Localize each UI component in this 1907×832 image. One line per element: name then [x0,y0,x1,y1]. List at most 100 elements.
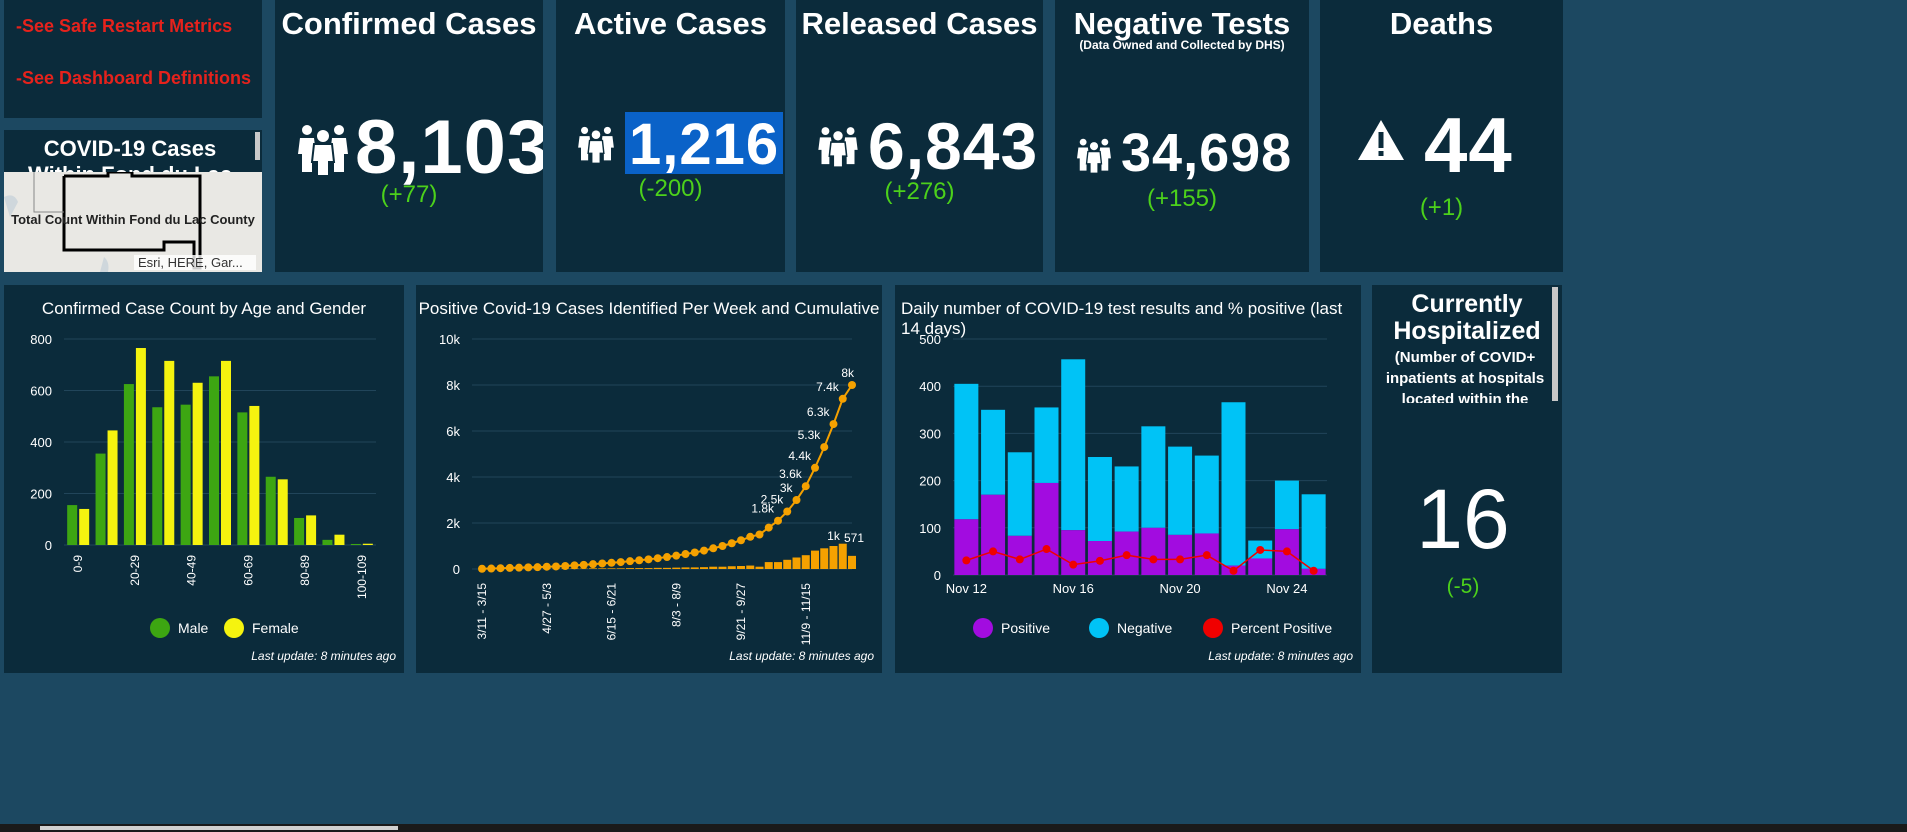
cumulative-point [570,561,579,570]
y-tick-label: 10k [439,332,460,347]
bar-female [306,515,317,545]
weekly-cumulative-chart-panel: Positive Covid-19 Cases Identified Per W… [416,285,882,673]
negative-value: 34,698 [1121,123,1293,183]
cumulative-point [653,554,662,563]
cumulative-point [709,544,718,553]
county-outline [4,172,202,272]
percent-swatch [1203,618,1223,638]
legend-female[interactable]: Female [224,618,299,638]
people-icon [578,126,614,164]
released-delta: (+276) [884,178,955,205]
male-swatch [150,618,170,638]
cumulative-point [616,558,625,567]
negative-bar [1141,426,1166,528]
percent-positive-point [1015,555,1024,564]
y-tick-label: 200 [30,487,52,502]
weekly-bar [616,568,625,569]
x-tick-label: 40-49 [185,555,199,586]
legend-male[interactable]: Male [150,618,208,638]
weekly-bar [681,567,690,569]
x-tick-label: 11/9 - 11/15 [799,583,813,646]
positive-bar [981,494,1006,575]
cumulative-point [783,507,792,516]
age-gender-chart[interactable]: 0 200 400 600 800 0-9 20-29 40-49 60-69 80-89 100-… [4,325,404,655]
hospitalized-delta: (-5) [1446,575,1480,598]
percent-positive-point [1229,566,1238,575]
bar-female [107,430,118,545]
hospitalized-scrollbar[interactable] [1552,287,1558,401]
x-tick-label: 80-89 [298,555,312,586]
weekly-bar [709,566,718,569]
daily-tests-chart[interactable]: 0 100 200 300 400 500 Nov 12 Nov 16 Nov 20 Nov 24 [895,325,1361,655]
female-swatch [224,618,244,638]
map-scrollbar[interactable] [255,132,260,160]
negative-bar [1061,359,1086,531]
weekly-bar [727,566,736,569]
cumulative-point [700,546,708,555]
cumulative-point [792,496,801,504]
legend-male-label: Male [178,620,209,636]
links-panel: -See Safe Restart Metrics -See Dashboard… [4,0,262,118]
cumulative-point [681,550,690,559]
people-icon [818,127,858,168]
definitions-link[interactable]: -See Dashboard Definitions [16,68,252,88]
point-label: 5.3k [798,428,822,442]
cumulative-point [690,548,699,557]
last-update: Last update: 8 minutes ago [729,649,874,663]
cumulative-point [515,563,523,572]
point-label: 571 [844,531,864,545]
bar-female [135,348,146,545]
negative-bar [1221,402,1246,566]
percent-positive-point [1282,547,1291,556]
weekly-bar [783,559,792,569]
y-tick-label: 0 [934,568,941,583]
window-scrollbar[interactable] [0,824,1907,832]
weekly-bar [598,568,607,569]
weekly-cumulative-chart[interactable]: 02k4k6k8k10k8k7.4k6.3k5.3k4.4k3.6k3k2.5k… [416,325,882,665]
positive-bar [954,519,979,575]
bar-female [192,382,203,545]
map-panel: COVID-19 Cases Within Fond du Lac County… [4,130,262,272]
y-tick-label: 2k [446,516,460,531]
cumulative-point [496,564,505,573]
x-tick-label: 3/11 - 3/15 [475,583,489,640]
x-tick-label: 9/21 - 9/27 [734,583,748,641]
cumulative-point [829,420,838,429]
weekly-bar [801,555,810,569]
bar-female [221,360,231,545]
percent-positive-point [1309,566,1318,575]
negative-subtitle: (Data Owned and Collected by DHS) [1079,38,1285,52]
positive-bar [1034,482,1059,575]
percent-positive-point [1202,551,1211,560]
weekly-bar [653,567,662,569]
weekly-chart-title: Positive Covid-19 Cases Identified Per W… [418,299,880,318]
legend-negative[interactable]: Negative [1089,618,1172,638]
legend-positive[interactable]: Positive [973,618,1050,638]
safe-restart-link[interactable]: -See Safe Restart Metrics [16,16,233,36]
weekly-bar [663,567,671,569]
age-gender-chart-panel: Confirmed Case Count by Age and Gender 0… [4,285,404,673]
bar-male [123,384,134,545]
cumulative-point [505,563,514,572]
cumulative-point [487,564,496,573]
cumulative-point [746,532,755,541]
legend-percent[interactable]: Percent Positive [1203,618,1332,638]
negative-bar [1087,457,1112,542]
weekly-bar [774,562,782,569]
weekly-bar [829,546,838,569]
weekly-bar [746,565,755,569]
cumulative-point [801,482,810,491]
cumulative-point [533,563,542,572]
weekly-bar [764,562,773,569]
point-label: 6.3k [807,405,831,419]
cumulative-point [820,443,829,452]
weekly-bar [792,557,801,569]
map-view[interactable]: Total Count Within Fond du Lac County Es… [4,172,262,272]
cumulative-point [635,556,644,565]
bar-male [152,407,163,545]
last-update: Last update: 8 minutes ago [251,649,396,663]
point-label: 1.8k [751,502,775,516]
hospitalized-subtitle: (Number of COVID+ inpatients at hospital… [1385,349,1545,403]
positive-bar [1141,527,1166,575]
window-scrollbar-thumb[interactable] [40,826,398,830]
